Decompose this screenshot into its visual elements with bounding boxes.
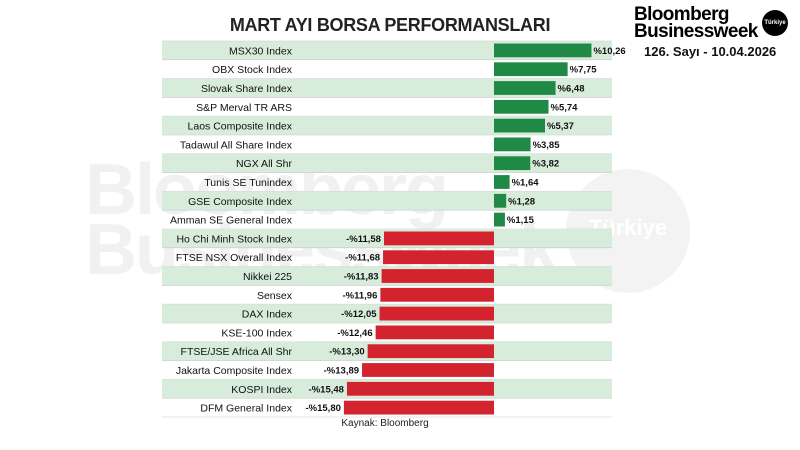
data-bar bbox=[375, 325, 494, 340]
data-label: -%11,68 bbox=[345, 253, 380, 264]
data-label: %1,15 bbox=[507, 215, 535, 226]
data-label: -%13,30 bbox=[329, 347, 364, 358]
brand-line1: Bloomberg bbox=[634, 4, 729, 25]
data-bar bbox=[343, 400, 494, 415]
data-bar bbox=[346, 381, 494, 396]
category-label: Tadawul All Share Index bbox=[180, 139, 293, 151]
data-label: -%11,96 bbox=[343, 290, 378, 301]
category-label: Tunis SE Tunindex bbox=[204, 177, 292, 189]
data-label: %1,28 bbox=[508, 196, 535, 207]
category-label: DFM General Index bbox=[200, 403, 292, 415]
data-bar bbox=[380, 287, 494, 302]
data-bar bbox=[381, 269, 494, 283]
data-bar bbox=[379, 306, 494, 321]
data-label: -%15,48 bbox=[309, 384, 344, 395]
data-label: %10,26 bbox=[593, 46, 625, 57]
category-label: S&P Merval TR ARS bbox=[196, 102, 292, 114]
data-label: -%13,89 bbox=[324, 366, 359, 377]
data-label: %3,82 bbox=[532, 159, 559, 170]
data-label: %3,85 bbox=[533, 140, 561, 151]
data-bar bbox=[494, 175, 510, 189]
data-label: %5,74 bbox=[551, 102, 579, 113]
category-label: Laos Composite Index bbox=[188, 121, 293, 133]
category-label: Nikkei 225 bbox=[243, 271, 292, 283]
data-bar bbox=[362, 363, 494, 377]
data-bar bbox=[494, 193, 507, 208]
category-label: FTSE NSX Overall Index bbox=[176, 252, 293, 264]
chart-source: Kaynak: Bloomberg bbox=[341, 418, 429, 429]
data-label: %6,48 bbox=[558, 84, 585, 95]
category-label: OBX Stock Index bbox=[212, 64, 293, 76]
data-bar bbox=[494, 118, 546, 133]
category-label: MSX30 Index bbox=[229, 45, 293, 57]
data-label: %1,64 bbox=[512, 178, 540, 189]
category-label: Amman SE General Index bbox=[170, 215, 293, 227]
category-label: Jakarta Composite Index bbox=[176, 365, 293, 377]
data-bar bbox=[494, 43, 592, 58]
category-label: NGX All Shr bbox=[236, 158, 293, 170]
category-label: Slovak Share Index bbox=[201, 83, 293, 95]
chart-title: MART AYI BORSA PERFORMANSLARI bbox=[229, 15, 551, 35]
category-label: DAX Index bbox=[242, 309, 293, 321]
data-bar bbox=[494, 99, 549, 114]
data-bar bbox=[383, 231, 494, 246]
data-label: %5,37 bbox=[547, 121, 574, 132]
data-bar bbox=[494, 212, 505, 227]
category-label: Ho Chi Minh Stock Index bbox=[176, 233, 292, 245]
category-label: GSE Composite Index bbox=[188, 196, 293, 208]
category-label: FTSE/JSE Africa All Shr bbox=[181, 346, 293, 358]
data-label: %7,75 bbox=[570, 65, 598, 76]
category-label: KSE-100 Index bbox=[221, 327, 292, 339]
brand-logo: Bloomberg Businessweek bbox=[634, 4, 758, 42]
brand-badge: Türkiye bbox=[762, 10, 788, 36]
category-label: Sensex bbox=[257, 290, 293, 302]
data-bar bbox=[383, 250, 494, 265]
category-label: KOSPI Index bbox=[231, 384, 292, 396]
data-bar bbox=[494, 62, 568, 77]
data-label: -%11,58 bbox=[346, 234, 381, 245]
data-label: -%11,83 bbox=[344, 272, 379, 283]
issue-info: 126. Sayı - 10.04.2026 bbox=[644, 44, 777, 59]
data-label: -%12,05 bbox=[341, 309, 377, 320]
data-bar bbox=[494, 81, 556, 95]
data-label: -%15,80 bbox=[306, 403, 341, 414]
data-bar bbox=[367, 344, 494, 359]
data-bar bbox=[494, 137, 531, 152]
data-bar bbox=[494, 156, 531, 171]
data-label: -%12,46 bbox=[337, 328, 372, 339]
brand-line2: Businessweek bbox=[634, 21, 758, 42]
